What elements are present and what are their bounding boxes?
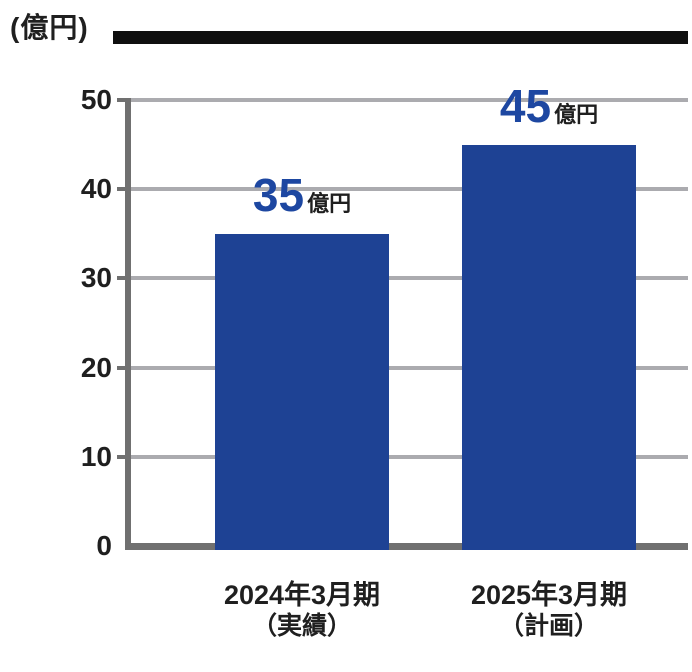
x-category-line1: 2025年3月期 [470, 580, 628, 610]
y-tick-label: 50 [80, 84, 112, 115]
unit-label: (億円) [10, 12, 89, 43]
bar [215, 233, 389, 550]
y-tick [117, 454, 125, 459]
gridline [131, 187, 688, 192]
bar-value-label: 35 億円 [190, 172, 414, 218]
top-rule [113, 31, 688, 44]
y-axis-line [125, 98, 131, 550]
y-tick-label: 40 [80, 173, 112, 205]
bar [462, 144, 636, 550]
gridline [131, 276, 688, 281]
x-category-line2: （実績） [251, 612, 352, 640]
x-category-label: 2024年3月期 （実績） [185, 580, 419, 642]
gridline [131, 365, 688, 370]
bar-value-unit: 億円 [554, 101, 599, 127]
gridline [131, 454, 688, 459]
y-tick [117, 276, 125, 281]
bar-value-number: 35 [252, 168, 305, 221]
y-tick-label: 20 [80, 351, 112, 383]
y-tick-label: 30 [80, 262, 112, 294]
bar-value-number: 45 [499, 79, 552, 132]
y-tick [117, 365, 125, 370]
y-tick [117, 98, 125, 102]
x-axis-line [125, 543, 688, 550]
bar-value-label: 45 億円 [437, 83, 661, 129]
y-tick-label: 10 [80, 440, 112, 472]
x-category-line2: （計画） [498, 612, 599, 640]
x-category-label: 2025年3月期 （計画） [432, 580, 666, 642]
gridline [131, 98, 688, 102]
bar-value-unit: 億円 [307, 190, 352, 216]
x-category-line1: 2024年3月期 [223, 580, 381, 610]
y-tick-label: 0 [96, 530, 112, 561]
y-tick [117, 187, 125, 192]
